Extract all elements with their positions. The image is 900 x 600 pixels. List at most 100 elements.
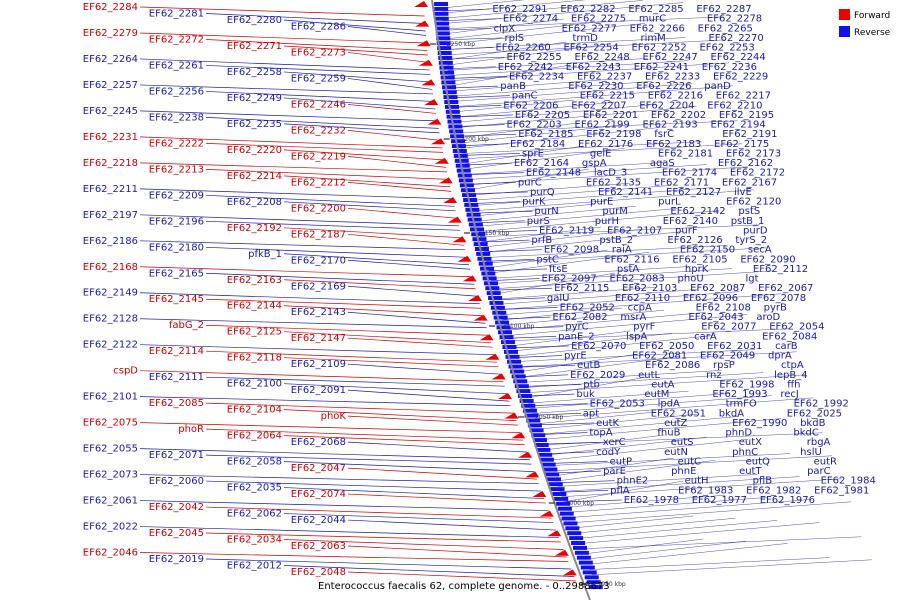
leader-line <box>444 23 645 45</box>
leader-line <box>205 480 542 492</box>
leader-line <box>347 545 567 558</box>
leader-line <box>283 461 535 472</box>
gene-label: EF62_2278 <box>707 14 762 25</box>
gene-label: EF62_2075 <box>83 418 138 429</box>
leader-line <box>446 56 505 60</box>
gene-label: eutN <box>664 447 688 458</box>
gene-label: recJ <box>780 389 799 400</box>
gene-label: bkdA <box>719 408 744 419</box>
reverse-gene-feature <box>447 119 462 124</box>
gene-label: purE <box>590 197 613 208</box>
leader-line <box>442 0 525 9</box>
gene-label: phnE <box>671 466 696 477</box>
leader-line <box>205 376 505 387</box>
leader-line <box>347 233 465 246</box>
leader-line <box>519 355 680 378</box>
forward-gene-feature <box>443 197 458 203</box>
reverse-gene-feature <box>502 345 517 349</box>
leader-line <box>139 58 430 71</box>
leader-line <box>453 99 574 113</box>
gene-label: agaS <box>650 158 675 169</box>
gene-label: phoR <box>178 424 204 435</box>
leader-line <box>555 459 716 482</box>
gene-label: EF62_1990 <box>732 418 787 429</box>
leader-line <box>139 448 530 460</box>
gene-label: EF62_2187 <box>291 229 346 240</box>
gene-label: EF62_2265 <box>698 23 753 34</box>
gene-label: EF62_2172 <box>730 168 785 179</box>
leader-line <box>482 228 643 248</box>
leader-line <box>573 515 694 529</box>
leader-line <box>535 411 656 425</box>
leader-line <box>535 422 595 426</box>
leader-line <box>476 205 637 222</box>
leader-line <box>347 337 493 348</box>
gene-label: EF62_2090 <box>740 254 795 265</box>
gene-label: EF62_2135 <box>586 177 641 188</box>
leader-line <box>283 435 525 445</box>
gene-label: EF62_2101 <box>83 392 138 403</box>
leader-line <box>139 32 427 44</box>
leader-line <box>205 220 461 231</box>
gene-label: EF62_2199 <box>575 120 630 131</box>
reverse-gene-feature <box>471 232 486 237</box>
gene-label: ctpA <box>781 360 804 371</box>
gene-label: phnD <box>725 428 752 439</box>
gene-label: clpX <box>494 23 516 34</box>
leader-line <box>451 95 510 98</box>
gene-label: EF62_2230 <box>568 81 623 92</box>
leader-line <box>500 293 781 316</box>
leader-line <box>459 124 620 144</box>
leader-line <box>571 501 852 524</box>
reverse-gene-feature <box>492 310 507 315</box>
leader-line <box>481 226 602 243</box>
gene-label: EF62_2173 <box>726 148 781 159</box>
leader-line <box>347 26 427 36</box>
gene-label: EF62_2112 <box>753 264 808 275</box>
gene-label: EF62_2229 <box>713 71 768 82</box>
leader-line <box>283 357 499 368</box>
gene-label: EF62_2194 <box>711 120 766 131</box>
gene-label: buk <box>576 389 595 400</box>
leader-line <box>544 434 665 451</box>
leader-line <box>283 331 492 344</box>
gene-label: EF62_2234 <box>509 71 564 82</box>
gene-label: ccpA <box>628 302 652 313</box>
gene-label: EF62_2111 <box>149 372 204 383</box>
leader-line <box>513 355 563 358</box>
leader-line <box>347 311 486 324</box>
gene-label: EF62_2254 <box>563 43 618 54</box>
gene-label: pyrB <box>764 302 787 313</box>
leader-line <box>347 389 510 402</box>
leader-line <box>447 66 496 70</box>
gene-label: pstB_1 <box>731 216 765 227</box>
forward-gene-feature <box>447 216 462 223</box>
leader-line <box>283 175 451 188</box>
leader-line <box>457 120 738 134</box>
gene-label: ptb <box>583 379 600 390</box>
gene-label: EF62_2162 <box>718 158 773 169</box>
gene-label: EF62_2147 <box>291 333 346 344</box>
gene-label: EF62_2181 <box>658 148 713 159</box>
gene-label: EF62_2258 <box>227 67 282 78</box>
leader-line <box>526 393 575 397</box>
reverse-gene-feature <box>541 462 556 467</box>
forward-gene-feature <box>562 569 577 576</box>
gene-label: carB <box>775 341 798 352</box>
gene-features <box>414 1 603 590</box>
reverse-gene-feature <box>455 163 470 168</box>
gene-label: EF62_2219 <box>291 151 346 162</box>
forward-gene-feature <box>462 275 477 282</box>
gene-label: rplS <box>504 33 524 44</box>
reverse-gene-feature <box>545 472 560 477</box>
gene-label: eutK <box>596 418 619 429</box>
reverse-gene-feature <box>468 222 483 227</box>
gene-label: pflA <box>610 485 630 496</box>
reverse-gene-feature <box>450 139 465 144</box>
reverse-gene-feature <box>559 511 574 516</box>
gene-label: fabG_2 <box>169 320 204 331</box>
gene-label: EF62_2275 <box>571 14 626 25</box>
forward-gene-feature <box>498 393 513 399</box>
reverse-gene-feature <box>450 134 465 139</box>
leader-line <box>461 141 702 154</box>
